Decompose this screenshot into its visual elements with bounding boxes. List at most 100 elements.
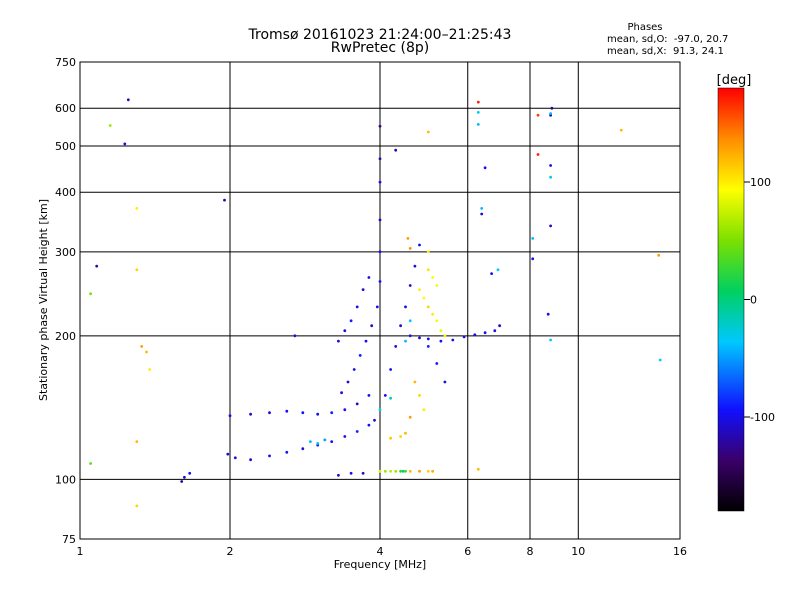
data-point [418, 469, 421, 473]
data-point [476, 111, 480, 114]
y-tick-label: 300 [55, 246, 76, 259]
data-point [358, 354, 362, 357]
colorbar-tick-label: -100 [750, 411, 775, 424]
data-point [531, 257, 535, 261]
data-point [293, 334, 297, 338]
data-point [337, 473, 340, 477]
data-point [401, 469, 405, 473]
data-point [443, 334, 447, 338]
data-point [330, 440, 334, 443]
data-point [123, 142, 127, 146]
data-point [343, 329, 347, 333]
data-point [413, 380, 417, 384]
data-point [536, 153, 540, 156]
data-point [657, 253, 661, 257]
data-point [619, 128, 623, 132]
data-point [95, 264, 99, 268]
data-point [413, 264, 417, 268]
data-point [135, 268, 139, 272]
data-point [439, 329, 443, 333]
y-tick-label: 400 [55, 186, 76, 199]
data-point [408, 319, 412, 323]
data-point [426, 250, 430, 254]
data-point [361, 288, 365, 291]
data-point [404, 339, 407, 343]
x-tick-label: 16 [673, 545, 687, 558]
data-point [418, 394, 421, 397]
data-point [431, 276, 434, 279]
data-point [135, 440, 139, 443]
data-point [418, 288, 421, 291]
data-point [476, 100, 480, 104]
data-point [476, 123, 480, 126]
data-point [550, 106, 554, 110]
colorbar-tick-label: 0 [750, 294, 757, 307]
data-point [426, 337, 430, 341]
data-point [349, 471, 353, 475]
data-point [89, 292, 92, 296]
data-point [439, 339, 443, 343]
data-point [394, 469, 398, 473]
x-tick-label: 6 [464, 545, 471, 558]
data-point [367, 423, 371, 427]
data-point [408, 247, 412, 250]
x-axis-ticks: 1 2 4 6 8 10 16 [77, 545, 688, 558]
data-point [355, 402, 359, 406]
data-point [404, 305, 407, 309]
data-point [496, 268, 500, 272]
data-point [483, 331, 487, 335]
data-point [389, 396, 392, 400]
data-point [268, 454, 271, 458]
data-point [364, 339, 368, 343]
x-tick-label: 10 [571, 545, 585, 558]
data-point [378, 469, 382, 473]
data-point [483, 166, 487, 170]
data-point [135, 207, 139, 210]
data-point [406, 237, 410, 240]
chart-title: Tromsø 20161023 21:24:00–21:25:43 [248, 27, 512, 43]
data-point [188, 471, 192, 475]
data-point [249, 412, 253, 416]
data-point [536, 113, 540, 117]
data-point [394, 345, 398, 348]
data-point [389, 436, 392, 440]
x-axis-label: Frequency [MHz] [334, 558, 426, 571]
data-point [394, 148, 398, 152]
x-tick-label: 2 [227, 545, 234, 558]
data-point [531, 237, 535, 240]
data-point [490, 272, 493, 275]
data-point [378, 218, 382, 222]
data-point [408, 415, 412, 419]
phases-heading: Phases [627, 22, 663, 33]
y-axis-label: Stationary phase Virtual Height [km] [37, 199, 50, 401]
data-point [301, 411, 305, 415]
data-point [480, 207, 484, 210]
data-point [418, 336, 421, 340]
data-point [285, 450, 289, 454]
data-point [316, 412, 320, 416]
plot-frame [79, 61, 681, 540]
data-point [378, 250, 382, 254]
data-point [355, 430, 359, 433]
data-point [226, 452, 230, 456]
data-point [378, 408, 382, 412]
data-point [349, 319, 353, 323]
data-point [408, 469, 412, 473]
data-point [404, 469, 407, 473]
data-point [480, 212, 484, 216]
data-point [549, 164, 552, 167]
y-axis-ticks: 75 100 200 300 400 500 600 750 [55, 56, 76, 546]
data-point [145, 350, 148, 354]
y-tick-label: 75 [62, 533, 76, 546]
data-point [375, 305, 379, 309]
data-point [426, 345, 430, 348]
data-point [383, 394, 387, 397]
colorbar-tick-label: 100 [750, 176, 771, 189]
data-point [408, 284, 412, 287]
data-point [418, 243, 421, 247]
data-point [426, 130, 430, 134]
data-point [389, 368, 392, 371]
data-point [367, 394, 371, 397]
data-point [301, 447, 305, 451]
